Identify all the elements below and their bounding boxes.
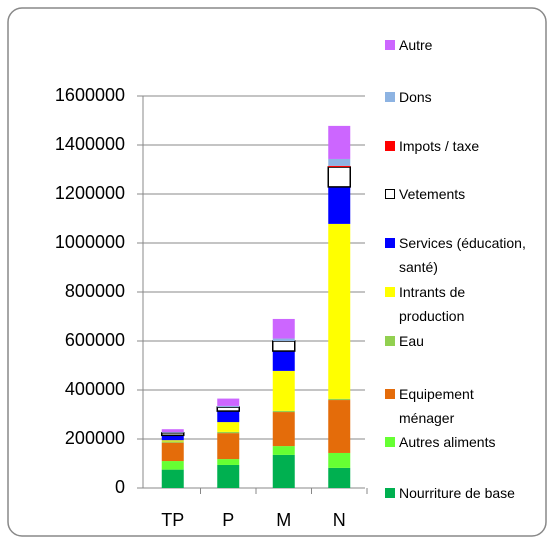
legend-label: Services (éducation, santé) [399,235,526,275]
bar-segment [272,338,295,341]
legend-swatch [385,437,395,447]
legend-label: Intrants de production [399,284,466,324]
legend-swatch [385,488,395,498]
bar-segment [272,351,295,371]
legend-swatch [385,141,395,151]
y-tick-label: 1200000 [55,183,125,203]
y-tick-label: 600000 [65,330,125,350]
x-tick-label: N [333,510,346,530]
bar-segment [217,411,240,423]
legend-entry: Autre [385,33,555,57]
bar-segment [272,446,295,455]
y-tick-label: 200000 [65,428,125,448]
bar-segment [328,398,351,401]
bar-segment [161,429,184,433]
bar-segment [161,435,184,441]
legend-label: Dons [399,89,432,105]
bar-segment [328,467,351,488]
legend-swatch [385,389,395,399]
bar-segment [328,125,351,159]
bar-segment [217,398,240,406]
legend-swatch [385,238,395,248]
bar-segment [328,452,351,468]
legend-entry: Impots / taxe [385,134,555,158]
y-tick-label: 1400000 [55,134,125,154]
bar-segment [327,166,351,188]
legend-swatch [385,40,395,50]
legend-label: Autres aliments [399,434,496,450]
bar-segment [161,461,184,470]
bar-segment [161,469,184,488]
bar-segment [217,422,240,432]
bar-segment [272,454,295,488]
bar-segment [328,223,351,399]
bar-segment [272,318,295,339]
y-tick-label: 1600000 [55,85,125,105]
legend-entry: Services (éducation, santé) [385,231,549,279]
y-tick-label: 0 [115,477,125,497]
x-tick-label: TP [161,510,184,530]
legend-label: Autre [399,37,433,53]
y-tick-label: 400000 [65,379,125,399]
bar-segment [272,412,295,447]
y-tick-label: 800000 [65,281,125,301]
bar-segment [272,410,295,413]
bar-segment [217,431,240,434]
legend-label: Impots / taxe [399,138,480,154]
bar-segment [272,340,296,352]
x-tick-label: P [222,510,234,530]
legend-label: Equipement ménager [399,386,474,426]
bar-segment [161,432,184,433]
legend-swatch [385,189,395,199]
legend-label: Eau [399,333,424,349]
bar-segment [161,432,185,437]
legend-entry: Autres aliments [385,430,555,454]
bar-segment [161,440,184,442]
bar-segment [216,406,240,412]
bar-segment [328,186,351,224]
bar-segment [161,441,184,443]
bar-segment [161,442,184,462]
legend-entry: Equipement ménager [385,382,499,430]
bar-segment [272,370,295,411]
legend-entry: Eau [385,329,555,353]
y-tick-label: 1000000 [55,232,125,252]
legend-entry: Dons [385,85,555,109]
bar-segment [328,158,351,166]
bar-segment [217,405,240,408]
legend-swatch [385,92,395,102]
x-tick-label: M [276,510,291,530]
bar-segment [217,464,240,488]
bar-segment [217,433,240,460]
bar-segment [328,165,351,168]
legend-entry: Vetements [385,182,555,206]
legend-label: Vetements [399,186,466,202]
legend-entry: Intrants de production [385,280,519,328]
bar-segment [328,400,351,453]
legend-entry: Nourriture de base [385,481,555,505]
legend-swatch [385,287,395,297]
legend-swatch [385,336,395,346]
bar-segment [217,459,240,465]
legend-label: Nourriture de base [399,485,515,501]
